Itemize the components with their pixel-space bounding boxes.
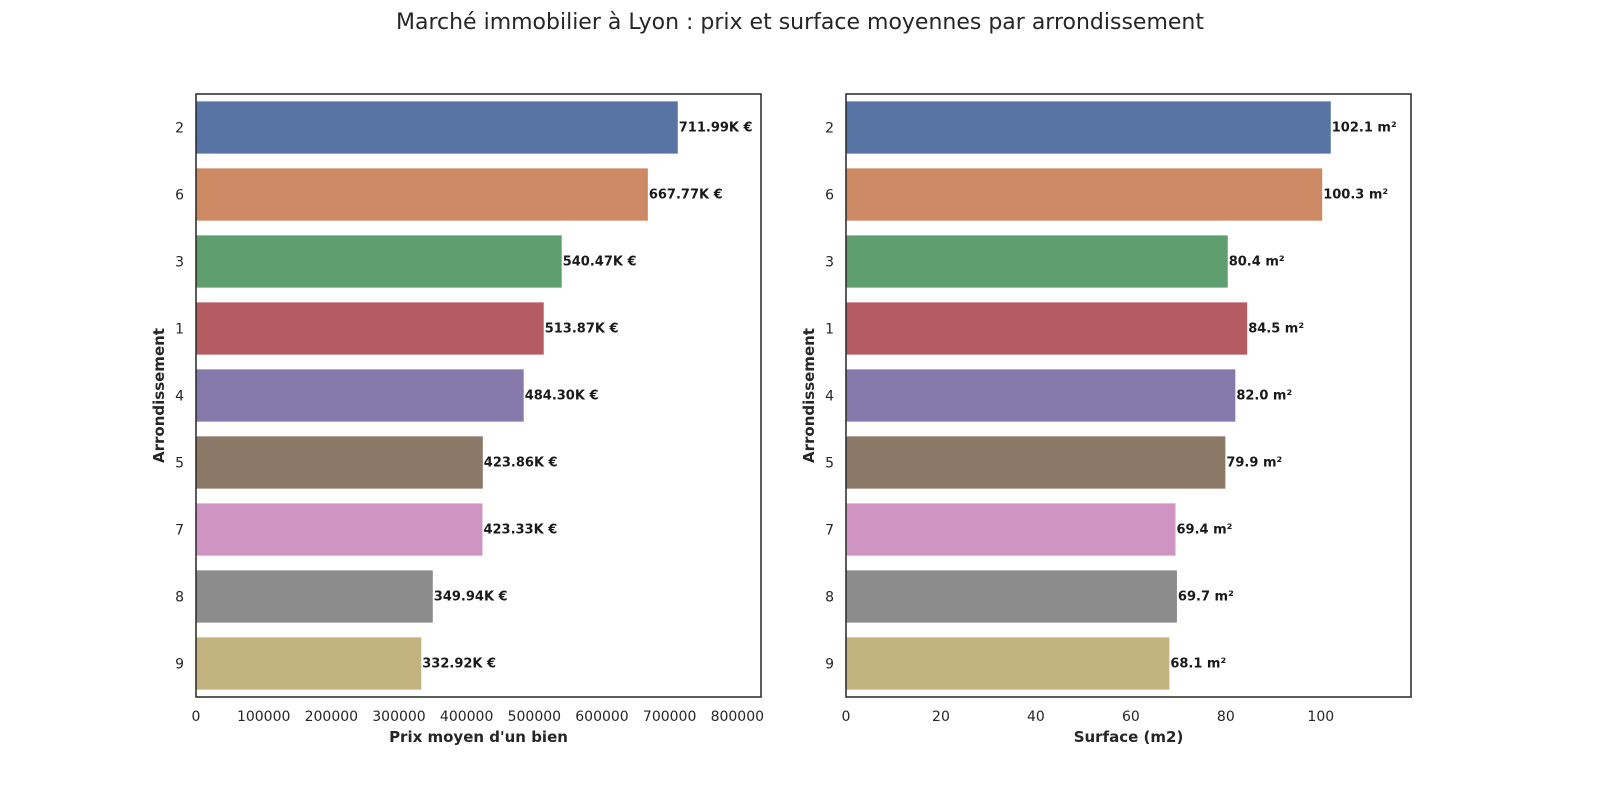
surface-ytick-label: 7: [825, 523, 834, 539]
surface-bar-1: [846, 302, 1248, 355]
price-xtick-label: 300000: [372, 709, 425, 725]
price-bar-7: [196, 503, 483, 556]
surface-ytick-label: 3: [825, 255, 834, 271]
surface-bar-5: [846, 436, 1226, 489]
price-xtick-label: 200000: [305, 709, 358, 725]
surface-axes-frame: [845, 93, 1412, 698]
surface-data-label: 102.1 m²: [1332, 121, 1397, 136]
price-data-label: 513.87K €: [545, 322, 619, 337]
surface-data-label: 79.9 m²: [1226, 456, 1282, 471]
surface-data-label: 84.5 m²: [1248, 322, 1304, 337]
surface-ytick-label: 5: [825, 456, 834, 472]
price-xtick-label: 0: [192, 709, 201, 725]
surface-xtick-label: 80: [1217, 709, 1235, 725]
price-xtick-label: 100000: [237, 709, 290, 725]
surface-data-label: 100.3 m²: [1323, 188, 1388, 203]
price-bar-9: [196, 637, 422, 690]
price-data-label: 423.86K €: [484, 456, 558, 471]
surface-bar-2: [846, 101, 1331, 154]
surface-ytick-label: 8: [825, 590, 834, 606]
price-axes-frame: [195, 93, 762, 698]
surface-bar-6: [846, 168, 1323, 221]
surface-xtick-label: 60: [1122, 709, 1140, 725]
price-ytick-label: 2: [175, 121, 184, 137]
price-bar-6: [196, 168, 648, 221]
price-bar-1: [196, 302, 544, 355]
price-bar-8: [196, 570, 433, 623]
surface-xtick-label: 20: [932, 709, 950, 725]
price-ytick-label: 9: [175, 657, 184, 673]
surface-bar-4: [846, 369, 1236, 422]
surface-data-label: 80.4 m²: [1229, 255, 1285, 270]
price-ytick-label: 3: [175, 255, 184, 271]
surface-bar-3: [846, 235, 1228, 288]
surface-ytick-label: 9: [825, 657, 834, 673]
surface-x-axis-label: Surface (m2): [1074, 728, 1184, 746]
surface-xtick-label: 100: [1307, 709, 1334, 725]
price-bar-5: [196, 436, 483, 489]
surface-data-label: 69.4 m²: [1177, 523, 1233, 538]
surface-ytick-label: 1: [825, 322, 834, 338]
price-xtick-label: 800000: [711, 709, 764, 725]
surface-data-label: 82.0 m²: [1236, 389, 1292, 404]
surface-y-axis-label: Arrondissement: [800, 328, 818, 463]
price-x-axis-label: Prix moyen d'un bien: [389, 728, 568, 746]
surface-bar-7: [846, 503, 1176, 556]
price-bar-2: [196, 101, 678, 154]
price-data-label: 540.47K €: [563, 255, 637, 270]
surface-data-label: 69.7 m²: [1178, 590, 1234, 605]
price-y-axis-label: Arrondissement: [150, 328, 168, 463]
price-xtick-label: 700000: [643, 709, 696, 725]
surface-data-label: 68.1 m²: [1170, 657, 1226, 672]
price-xtick-label: 500000: [508, 709, 561, 725]
surface-xtick-label: 0: [842, 709, 851, 725]
price-data-label: 711.99K €: [679, 121, 753, 136]
surface-xtick-label: 40: [1027, 709, 1045, 725]
price-ytick-label: 8: [175, 590, 184, 606]
price-ytick-label: 4: [175, 389, 184, 405]
chart-title: Marché immobilier à Lyon : prix et surfa…: [395, 10, 1204, 35]
price-xtick-label: 600000: [575, 709, 628, 725]
price-ytick-label: 5: [175, 456, 184, 472]
surface-panel: 2 102.1 m² 6 100.3 m² 3 80.4 m² 1 84.5 m² 4 82.0 …: [800, 93, 1412, 746]
surface-ytick-label: 4: [825, 389, 834, 405]
price-data-label: 332.92K €: [422, 657, 496, 672]
surface-ytick-label: 2: [825, 121, 834, 137]
surface-bar-8: [846, 570, 1177, 623]
surface-ytick-label: 6: [825, 188, 834, 204]
price-xtick-label: 400000: [440, 709, 493, 725]
price-ytick-label: 7: [175, 523, 184, 539]
surface-bar-9: [846, 637, 1170, 690]
price-bar-4: [196, 369, 524, 422]
price-ytick-label: 1: [175, 322, 184, 338]
price-data-label: 484.30K €: [525, 389, 599, 404]
price-bar-3: [196, 235, 562, 288]
price-panel: 2 711.99K € 6 667.77K € 3 540.47K € 1 513.87K €…: [150, 93, 764, 746]
price-data-label: 349.94K €: [434, 590, 508, 605]
price-data-label: 423.33K €: [483, 523, 557, 538]
price-ytick-label: 6: [175, 188, 184, 204]
price-data-label: 667.77K €: [649, 188, 723, 203]
